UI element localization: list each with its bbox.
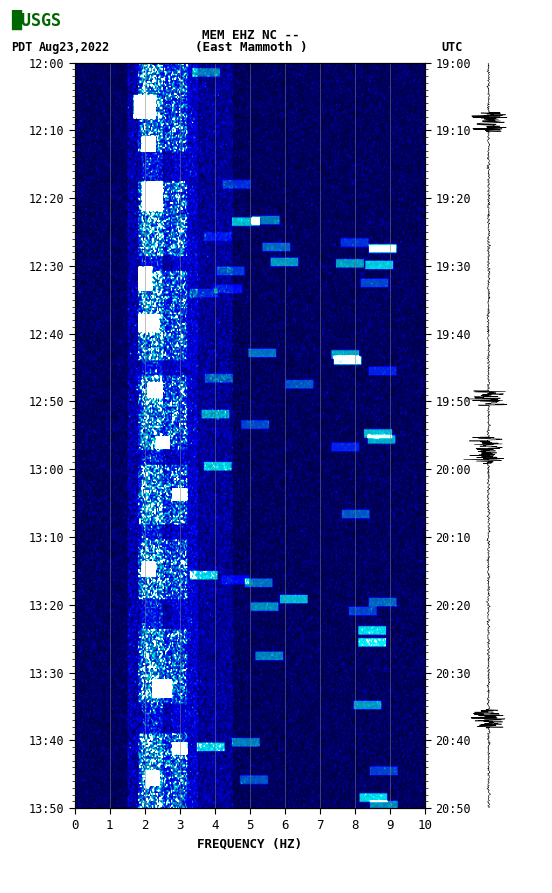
Text: █USGS: █USGS bbox=[11, 10, 61, 29]
Text: MEM EHZ NC --: MEM EHZ NC -- bbox=[203, 29, 300, 42]
Text: UTC: UTC bbox=[442, 41, 463, 54]
Text: Aug23,2022: Aug23,2022 bbox=[39, 41, 110, 54]
Text: PDT: PDT bbox=[11, 41, 33, 54]
X-axis label: FREQUENCY (HZ): FREQUENCY (HZ) bbox=[197, 837, 302, 850]
Text: (East Mammoth ): (East Mammoth ) bbox=[195, 41, 307, 54]
